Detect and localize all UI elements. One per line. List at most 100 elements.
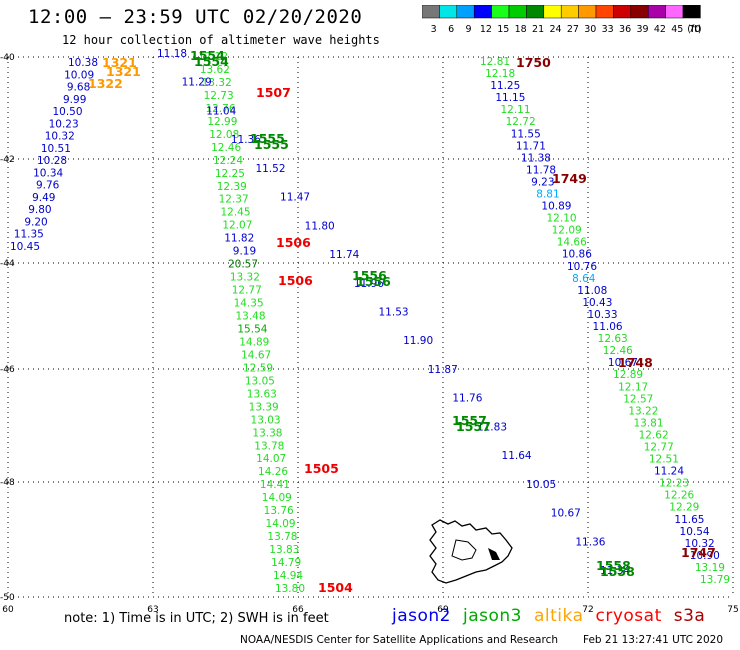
wave-height-value: 12.89 xyxy=(613,369,643,381)
track-1750: 12.8112.1811.2511.1512.1112.7211.5511.71… xyxy=(480,56,730,586)
colorbar-swatch xyxy=(613,5,632,19)
wave-height-value: 10.51 xyxy=(41,143,71,155)
wave-height-value: 12.23 xyxy=(659,478,689,490)
wave-height-value: 11.35 xyxy=(14,229,44,241)
wave-height-value: 11.08 xyxy=(577,285,607,297)
pass-number-label: 1554 xyxy=(194,54,229,69)
colorbar-tick-label: 39 xyxy=(636,24,648,35)
pass-number-label: 1556 xyxy=(356,274,391,289)
wave-height-value: 11.96 xyxy=(354,278,384,290)
wave-height-value: 12.09 xyxy=(552,225,582,237)
colorbar-tick-label: 33 xyxy=(602,24,614,35)
wave-height-value: 11.90 xyxy=(403,335,433,347)
wave-height-value: 12.17 xyxy=(618,381,648,393)
legend-item-s3a: s3a xyxy=(673,606,706,626)
pass-number-label: 1321 xyxy=(106,64,141,79)
wave-height-value: 11.25 xyxy=(490,80,520,92)
wave-height-value: 14.09 xyxy=(266,518,296,530)
wave-height-value: 9.76 xyxy=(36,180,60,192)
wave-height-value: 11.34 xyxy=(600,565,630,577)
colorbar-swatch xyxy=(439,5,458,19)
wave-height-value: 11.36 xyxy=(575,536,605,548)
wave-height-value: 12.39 xyxy=(217,181,247,193)
wave-height-value: 11.29 xyxy=(182,77,212,89)
wave-height-value: 12.51 xyxy=(649,454,679,466)
wave-height-value: 14.35 xyxy=(234,298,264,310)
wave-height-value: 12.77 xyxy=(644,441,674,453)
colorbar-tick-label: 12 xyxy=(480,24,492,35)
wave-height-value: 13.22 xyxy=(628,405,658,417)
pass-number-label: 1554 xyxy=(190,48,225,63)
colorbar-tick-label: 9 xyxy=(465,24,471,35)
wave-height-value: 9.80 xyxy=(28,204,51,216)
wave-height-value: 13.78 xyxy=(267,531,297,543)
map-axis-labels: 60 63 66 69 72 75-40-42-44-46-48-50 xyxy=(0,53,739,615)
pass-number-label: 1555 xyxy=(254,137,289,152)
generated-timestamp: Feb 21 13:27:41 UTC 2020 xyxy=(583,634,723,646)
pass-number-label: 1506 xyxy=(276,235,311,250)
wave-height-value: 11.15 xyxy=(495,92,525,104)
pass-number-label: 1504 xyxy=(318,580,353,595)
wave-height-value: 13.38 xyxy=(252,427,282,439)
wave-height-value: 13.63 xyxy=(247,388,277,400)
wave-height-value: 12.29 xyxy=(669,502,699,514)
wave-height-value: 12.45 xyxy=(220,207,250,219)
wave-height-value: 10.34 xyxy=(33,167,63,179)
colorbar-tick-label: 27 xyxy=(567,24,579,35)
wave-height-value: 12.81 xyxy=(480,56,510,68)
wave-height-colorbar: 3 6 9 12 15 18 21 24 27 30 33 36 39 42 45 70(ft) xyxy=(422,5,702,35)
wave-height-value: 12.37 xyxy=(219,194,249,206)
wave-height-value: 9.49 xyxy=(32,192,55,204)
wave-height-value: 12.12 xyxy=(198,51,228,63)
wave-height-value: 10.90 xyxy=(690,550,720,562)
wave-height-value: 12.08 xyxy=(209,129,239,141)
wave-height-value: 13.79 xyxy=(700,574,730,586)
wave-height-value: 8.81 xyxy=(536,189,559,201)
wave-height-value: 13.19 xyxy=(695,562,725,574)
wave-height-value: 13.32 xyxy=(202,77,232,89)
latitude-label: -42 xyxy=(0,155,15,165)
wave-height-value: 9.19 xyxy=(233,246,256,258)
pass-number-label: 1557 xyxy=(452,413,487,428)
wave-height-value: 9.20 xyxy=(24,216,47,228)
wave-height-value: 14.89 xyxy=(239,336,269,348)
wave-height-value: 11.38 xyxy=(521,152,551,164)
colorbar-tick-label: 42 xyxy=(654,24,666,35)
wave-height-value: 9.23 xyxy=(531,176,554,188)
colorbar-tick-label: 15 xyxy=(497,24,509,35)
wave-height-value: 13.32 xyxy=(230,272,260,284)
colorbar-swatch xyxy=(560,5,579,19)
wave-height-value: 10.09 xyxy=(64,69,94,81)
wave-height-value: 10.32 xyxy=(45,131,75,143)
wave-height-value: 12.25 xyxy=(215,168,245,180)
wave-height-value: 10.45 xyxy=(10,241,40,253)
wave-height-value: 10.67 xyxy=(608,357,638,369)
wave-height-value: 11.65 xyxy=(674,514,704,526)
wave-height-value: 12.10 xyxy=(547,213,577,225)
colorbar-swatch xyxy=(578,5,597,19)
wave-height-value: 14.09 xyxy=(262,492,292,504)
wave-height-value: 8.64 xyxy=(572,273,596,285)
longitude-label: 60 xyxy=(2,605,14,615)
wave-height-value: 12.26 xyxy=(664,490,694,502)
colorbar-swatch xyxy=(491,5,510,19)
legend-item-jason2: jason2 xyxy=(392,606,451,626)
wave-height-value: 11.74 xyxy=(329,249,359,261)
pass-number-label: 1558 xyxy=(596,558,631,573)
wave-height-value: 11.83 xyxy=(477,421,507,433)
pass-number-label: 1505 xyxy=(304,461,339,476)
wave-height-value: 11.78 xyxy=(526,164,556,176)
pass-number-label: 1557 xyxy=(456,419,491,434)
wave-height-value: 11.47 xyxy=(280,192,310,204)
satellite-legend: jason2 jason3 altika cryosat s3a xyxy=(392,606,717,626)
colorbar-tick-label: 24 xyxy=(549,24,561,35)
wave-height-value: 14.79 xyxy=(271,557,301,569)
wave-height-value: 12.63 xyxy=(598,333,628,345)
colorbar-swatch xyxy=(422,5,440,19)
wave-height-value: 13.62 xyxy=(200,64,230,76)
pass-number-label: 1748 xyxy=(618,355,653,370)
wave-height-value: 10.32 xyxy=(685,538,715,550)
wave-height-value: 10.23 xyxy=(49,118,79,130)
wave-height-value: 11.18 xyxy=(157,48,187,60)
wave-height-value: 12.46 xyxy=(603,345,633,357)
